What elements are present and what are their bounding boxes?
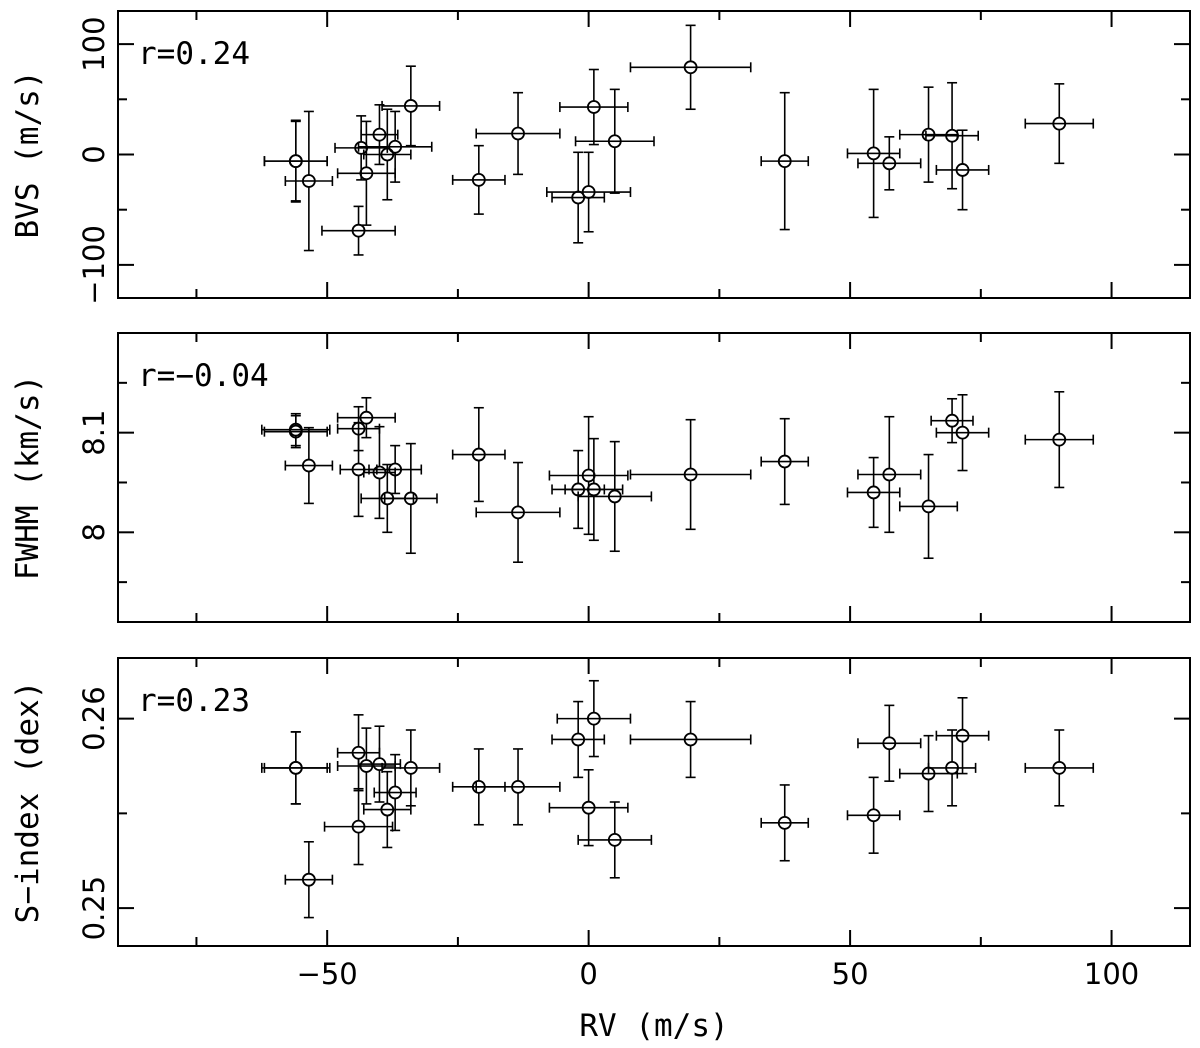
correlation-annotation: r=0.23 [138,683,250,719]
data-point [846,88,901,219]
data-point [381,65,441,147]
y-tick-label: 0.26 [77,686,111,751]
data-point [760,91,810,231]
data-point [551,700,606,779]
data-point [629,700,752,779]
data-point [898,453,959,560]
data-point [1024,390,1095,489]
data-point [935,696,990,775]
data-point [475,748,561,826]
y-tick-label: −100 [77,225,111,305]
x-axis-label: RV (m/s) [579,1008,728,1044]
x-tick-label: 0 [579,957,597,991]
y-tick-label: 0.25 [77,876,111,941]
y-tick-label: 8 [77,523,111,541]
data-point [551,151,606,244]
data-point [381,729,441,807]
y-axis-label: FWHM (km/s) [10,375,46,580]
data-point [357,110,433,183]
y-axis-label: BVS (m/s) [10,71,46,239]
data-point [357,725,402,803]
data-point [261,412,331,447]
correlation-annotation: r=−0.04 [138,358,269,394]
data-point [857,415,922,534]
data-point [925,81,980,190]
data-point [475,461,561,564]
panel-middle: 8 8.1 FWHM (km/s) r=−0.04 [10,332,1191,623]
data-point [556,679,632,758]
data-point [475,91,561,176]
data-point [629,24,752,111]
data-point [846,776,901,854]
plot-frame [117,332,1191,623]
data-point [760,417,810,506]
x-tick-label: 50 [832,957,869,991]
data-point [336,120,396,226]
plot-frame [117,10,1191,299]
data-point [284,426,334,505]
data-point [574,88,655,194]
data-point [323,787,394,866]
data-point [284,110,334,252]
data-point [545,151,632,233]
y-tick-label: 0 [77,145,111,163]
data-point [548,415,629,536]
data-point [927,729,977,807]
data-point [321,205,396,256]
data-point [1024,83,1095,165]
data-point [336,727,396,805]
data-point [577,801,653,879]
data-point [559,68,629,146]
y-tick-label: 100 [77,16,111,71]
panel-bottom: 0.25 0.26 −50 0 50 100 S−index (dex) RV (m/s) r=… [10,657,1191,1044]
data-point [451,406,506,503]
data-point [564,437,624,542]
data-point [368,444,423,495]
x-tick-label: −50 [297,957,358,991]
data-point [263,119,328,203]
data-point [935,129,990,211]
data-point [846,456,901,529]
data-point [930,397,974,444]
data-point [898,86,959,183]
data-point [383,442,438,555]
data-point [336,396,396,439]
data-point [261,731,331,805]
data-point [857,136,922,191]
x-tick-label: 100 [1084,957,1139,991]
data-point [284,840,334,919]
data-point [451,144,506,215]
data-point [857,704,922,782]
y-axis-label: S−index (dex) [10,681,46,924]
correlation-annotation: r=0.24 [138,36,250,72]
data-point [373,753,417,832]
y-tick-label: 8.1 [77,410,111,456]
panel-top: −100 0 100 BVS (m/s) r=0.24 [10,10,1191,305]
data-point [362,770,412,849]
data-point [760,784,810,862]
data-point [1024,729,1095,807]
plot-frame [117,657,1191,947]
data-point [336,714,381,792]
data-point [336,405,381,452]
data-point [362,108,412,201]
data-point [935,393,990,472]
data-point [629,418,752,531]
data-point [577,440,653,553]
